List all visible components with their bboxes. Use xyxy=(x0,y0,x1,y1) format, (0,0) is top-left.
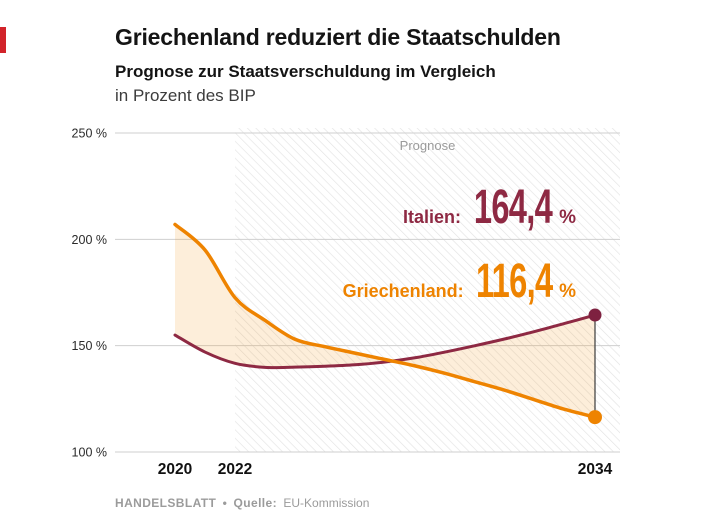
y-tick-label: 150 % xyxy=(72,339,107,353)
page-title: Griechenland reduziert die Staatschulden xyxy=(115,24,561,50)
chart-subtitle: Prognose zur Staatsverschuldung im Vergl… xyxy=(115,62,496,81)
annotation-greece-value: 116,4 xyxy=(475,255,553,308)
x-tick-label: 2022 xyxy=(218,461,252,478)
source-value: EU-Kommission xyxy=(283,496,370,510)
italy-end-dot xyxy=(588,308,602,322)
forecast-hatch-region xyxy=(235,128,620,452)
annotation-greece-unit: % xyxy=(559,281,576,302)
forecast-label: Prognose xyxy=(400,138,456,153)
y-tick-label: 200 % xyxy=(72,233,107,247)
annotation-italy-label: Italien: xyxy=(402,207,461,227)
series-line-greece xyxy=(173,222,597,419)
annotation-italy: Italien: 164,4 % xyxy=(160,184,576,232)
annotation-italy-unit: % xyxy=(559,207,576,228)
chart-unit-label: in Prozent des BIP xyxy=(115,86,256,105)
source-label: Quelle: xyxy=(233,496,278,510)
brand-name: HANDELSBLATT xyxy=(115,496,217,510)
annotation-greece: Griechenland: 116,4 % xyxy=(160,258,576,306)
series-line-italy xyxy=(173,313,597,370)
between-series-band xyxy=(175,224,595,418)
annotation-greece-label: Griechenland: xyxy=(342,281,464,301)
annotation-italy-value: 164,4 xyxy=(473,181,553,234)
y-tick-label: 250 % xyxy=(72,127,107,141)
x-tick-label: 2020 xyxy=(158,461,192,478)
x-tick-label: 2034 xyxy=(578,461,613,478)
y-tick-label: 100 % xyxy=(72,446,107,460)
separator-dot: • xyxy=(222,496,228,510)
greece-end-dot xyxy=(588,410,602,425)
source-line: HANDELSBLATT • Quelle: EU-Kommission xyxy=(115,496,372,510)
brand-accent-bar xyxy=(0,27,6,53)
